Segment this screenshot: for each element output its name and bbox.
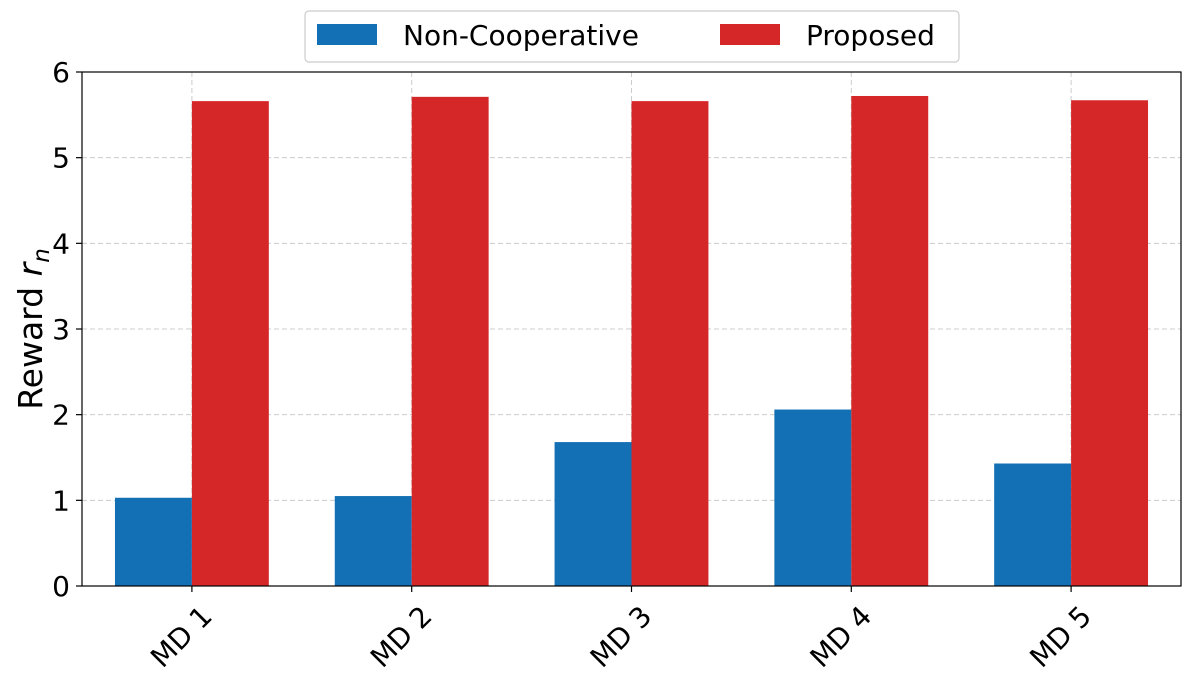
- x-tick-label-3: MD 4: [804, 599, 879, 674]
- y-tick-label-2: 2: [52, 399, 70, 432]
- x-tick-label-0: MD 1: [144, 599, 219, 674]
- legend-swatch-non-cooperative: [317, 24, 377, 45]
- bar-non-cooperative-md-5: [994, 463, 1072, 586]
- bar-non-cooperative-md-3: [554, 442, 632, 586]
- y-tick-label-5: 5: [52, 142, 70, 175]
- bar-proposed-md-1: [191, 101, 269, 587]
- legend-frame: [304, 10, 960, 63]
- y-tick-label-6: 6: [52, 56, 70, 89]
- y-axis-label-text: Reward: [11, 287, 50, 410]
- bar-proposed-md-2: [411, 96, 489, 587]
- y-tick-label-3: 3: [52, 313, 70, 346]
- y-axis-label: Reward rn: [11, 248, 55, 410]
- bars: [114, 95, 1149, 587]
- x-tick-label-1: MD 2: [364, 599, 439, 674]
- y-tick-label-0: 0: [52, 570, 70, 603]
- x-tick-label-4: MD 5: [1023, 599, 1098, 674]
- y-axis-label-symbol: r: [11, 260, 50, 276]
- y-tick-label-4: 4: [52, 227, 70, 260]
- legend-label-non-cooperative: Non-Cooperative: [403, 19, 639, 52]
- x-axis-ticks: MD 1 MD 2 MD 3 MD 4 MD 5: [144, 586, 1098, 674]
- bar-proposed-md-3: [631, 101, 709, 587]
- x-tick-label-2: MD 3: [584, 599, 659, 674]
- bar-proposed-md-5: [1071, 100, 1149, 587]
- bar-non-cooperative-md-2: [334, 496, 412, 586]
- y-tick-label-1: 1: [52, 484, 70, 517]
- y-axis-ticks: 0 1 2 3 4 5 6: [52, 56, 82, 603]
- y-axis-label-subscript: n: [29, 248, 55, 263]
- legend-swatch-proposed: [720, 24, 780, 45]
- legend: Non-Cooperative Proposed: [304, 10, 960, 63]
- bar-non-cooperative-md-4: [774, 409, 852, 586]
- bar-proposed-md-4: [851, 95, 929, 586]
- legend-label-proposed: Proposed: [806, 19, 935, 52]
- bar-non-cooperative-md-1: [114, 497, 192, 586]
